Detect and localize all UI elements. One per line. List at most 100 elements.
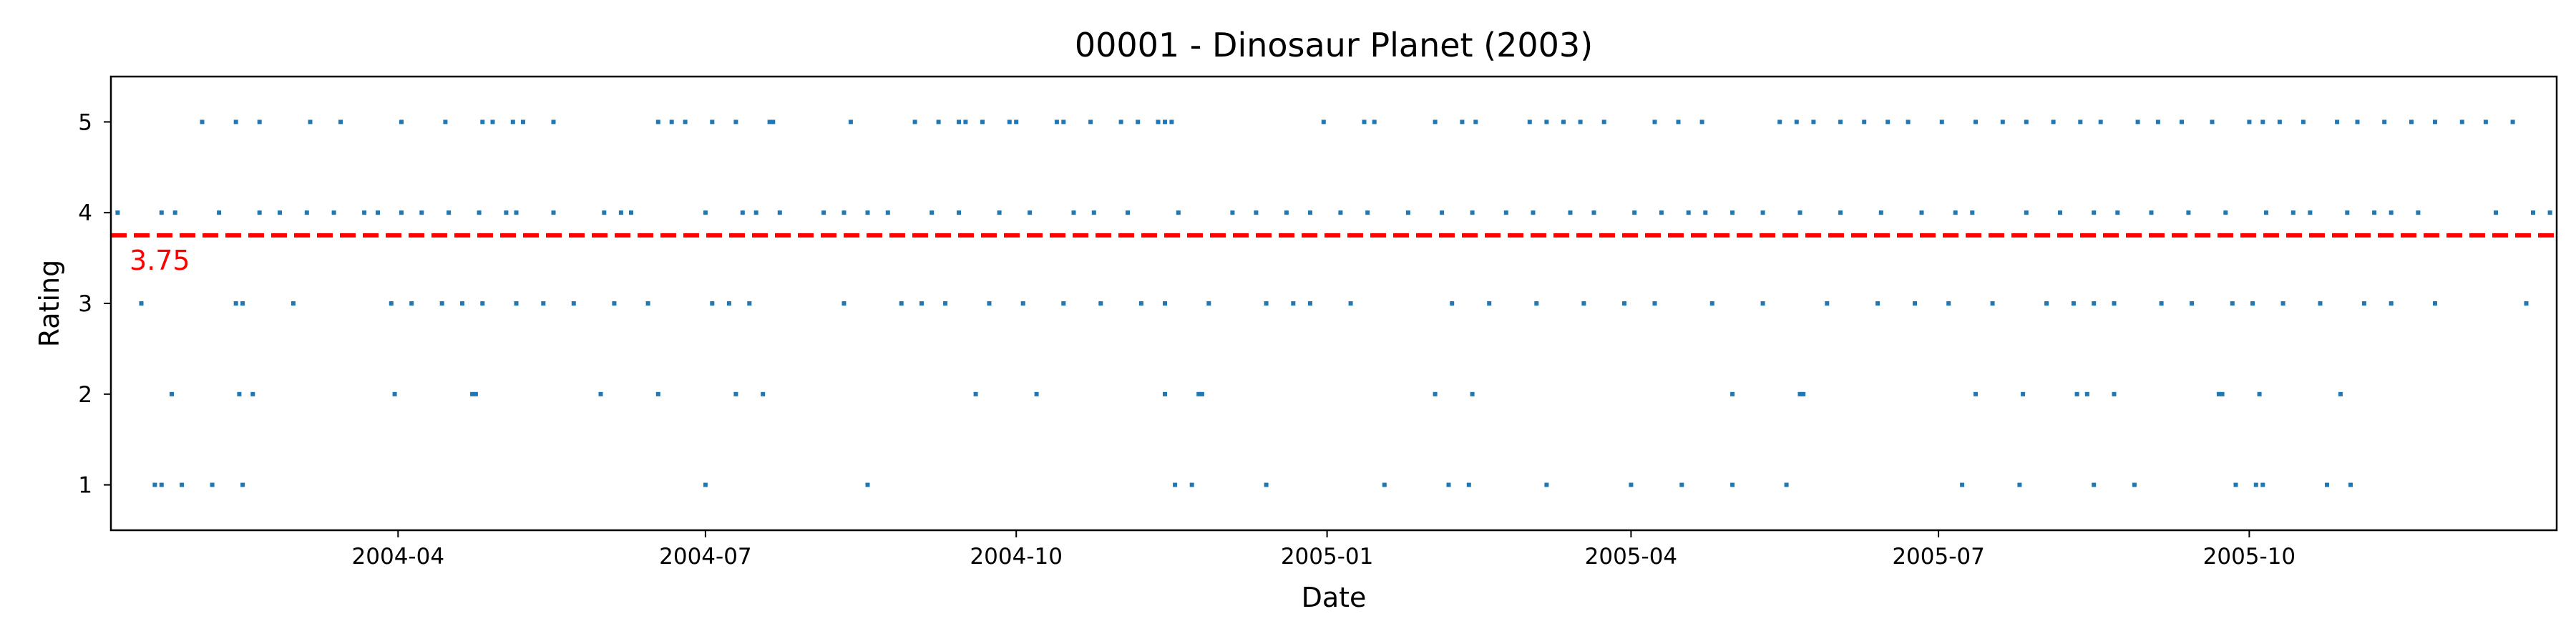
rating-point [1136, 119, 1141, 125]
rating-point [1138, 301, 1143, 306]
rating-point [1885, 119, 1890, 125]
rating-point [1440, 210, 1445, 215]
rating-point [2159, 301, 2164, 306]
rating-point [1169, 119, 1174, 125]
rating-point [2132, 482, 2137, 487]
rating-point [480, 119, 485, 125]
rating-point [1189, 482, 1194, 487]
rating-point [1659, 210, 1664, 215]
rating-point [2084, 391, 2089, 396]
rating-point [1284, 210, 1289, 215]
rating-point [2290, 210, 2296, 215]
rating-point [1544, 482, 1549, 487]
rating-point [240, 482, 245, 487]
rating-point [1230, 210, 1235, 215]
rating-point [2264, 210, 2268, 215]
rating-point [1028, 210, 1033, 215]
rating-point [2459, 119, 2464, 125]
rating-point [470, 391, 475, 396]
rating-point [1591, 210, 1596, 215]
rating-point [2253, 482, 2258, 487]
rating-point [2250, 301, 2255, 306]
rating-point [1034, 391, 1039, 396]
rating-point [669, 119, 674, 125]
rating-point [233, 119, 238, 125]
rating-point [1291, 301, 1296, 306]
rating-point [1020, 301, 1025, 306]
rating-point [1730, 482, 1735, 487]
rating-point [2115, 210, 2120, 215]
rating-point [480, 301, 485, 306]
rating-point [1622, 301, 1626, 306]
rating-point [1264, 301, 1269, 306]
rating-point [1906, 119, 1911, 125]
rating-point [655, 391, 660, 396]
rating-point [237, 391, 242, 396]
rating-point [1794, 119, 1799, 125]
rating-point [2308, 210, 2313, 215]
rating-point [1173, 482, 1178, 487]
rating-point [1470, 210, 1475, 215]
rating-point [1946, 301, 1951, 306]
rating-point [2155, 119, 2160, 125]
rating-point [1629, 482, 1634, 487]
rating-point [389, 301, 394, 306]
rating-point [1362, 119, 1367, 125]
rating-point [1784, 482, 1789, 487]
rating-point [1433, 119, 1438, 125]
rating-point [504, 210, 509, 215]
rating-point [2186, 210, 2191, 215]
rating-point [2361, 301, 2366, 306]
x-tick-label: 2005-07 [1892, 544, 1985, 570]
rating-point [733, 391, 738, 396]
rating-point [1254, 210, 1259, 215]
rating-point [180, 482, 185, 487]
rating-point [1703, 210, 1708, 215]
rating-point [1088, 119, 1093, 125]
rating-point [2483, 119, 2488, 125]
rating-point [1176, 210, 1181, 215]
rating-point [2325, 482, 2329, 487]
rating-point [1699, 119, 1704, 125]
rating-point [771, 119, 776, 125]
rating-point [2338, 391, 2343, 396]
rating-point [278, 210, 282, 215]
mean-label: 3.75 [130, 245, 190, 276]
rating-point [2000, 119, 2005, 125]
rating-point [399, 210, 404, 215]
rating-point [1321, 119, 1326, 125]
rating-point [2092, 482, 2097, 487]
rating-point [409, 301, 414, 306]
rating-point [598, 391, 603, 396]
chart-title: 00001 - Dinosaur Planet (2003) [1075, 26, 1593, 64]
rating-point [2220, 391, 2225, 396]
rating-point [841, 210, 847, 215]
rating-point [1487, 301, 1492, 306]
rating-point [1777, 119, 1782, 125]
rating-point [392, 391, 397, 396]
rating-point [1503, 210, 1508, 215]
rating-point [1960, 482, 1965, 487]
rating-point [1470, 391, 1475, 396]
rating-point [1466, 482, 1471, 487]
y-axis: 1 2 3 4 5 [78, 109, 111, 499]
rating-point [1760, 210, 1765, 215]
rating-point [1308, 210, 1312, 215]
y-tick-label: 4 [78, 200, 92, 226]
rating-point [821, 210, 826, 215]
rating-point [477, 210, 482, 215]
rating-point [2531, 210, 2535, 215]
rating-point [2524, 301, 2529, 306]
rating-point [2149, 210, 2154, 215]
rating-point [1970, 210, 1975, 215]
rating-point [541, 301, 546, 306]
rating-point [930, 210, 935, 215]
rating-point [612, 301, 617, 306]
rating-point [2345, 210, 2350, 215]
rating-point [1091, 210, 1096, 215]
x-axis-label: Date [1302, 582, 1367, 613]
x-tick-label: 2005-04 [1585, 544, 1678, 570]
rating-point [233, 301, 238, 306]
rating-point [1199, 391, 1204, 396]
